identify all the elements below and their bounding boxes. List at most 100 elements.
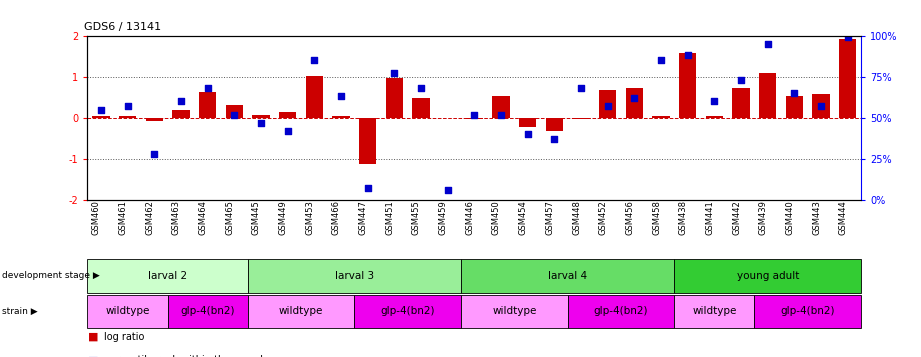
Bar	[87, 295, 168, 328]
Point	[146, 151, 161, 157]
Text: GSM454: GSM454	[519, 200, 528, 235]
Text: GSM462: GSM462	[146, 200, 154, 235]
Bar	[306, 76, 323, 118]
Bar	[567, 295, 674, 328]
Point	[93, 107, 108, 112]
Bar	[172, 110, 190, 118]
Bar	[754, 295, 861, 328]
Point	[600, 104, 615, 109]
Bar	[812, 94, 830, 118]
Text: GSM438: GSM438	[679, 200, 688, 235]
Point	[360, 186, 375, 191]
Text: GSM448: GSM448	[572, 200, 581, 235]
Text: larval 2: larval 2	[148, 271, 187, 281]
Point	[681, 52, 695, 58]
Point	[841, 35, 856, 40]
Point	[787, 90, 802, 96]
Point	[173, 99, 188, 104]
Bar	[732, 88, 750, 118]
Text: GSM459: GSM459	[438, 200, 448, 235]
Point	[520, 131, 535, 137]
Text: GSM447: GSM447	[358, 200, 367, 235]
Point	[414, 85, 428, 91]
Bar	[248, 295, 355, 328]
Text: log ratio: log ratio	[104, 332, 145, 342]
Text: GSM465: GSM465	[226, 200, 234, 235]
Text: GSM466: GSM466	[332, 200, 341, 235]
Bar	[545, 118, 563, 131]
Bar	[674, 295, 754, 328]
Text: GSM458: GSM458	[652, 200, 661, 235]
Point	[761, 41, 775, 47]
Point	[654, 57, 669, 63]
Text: GSM441: GSM441	[705, 200, 715, 235]
Bar	[705, 116, 723, 118]
Point	[707, 99, 722, 104]
Bar	[359, 118, 377, 164]
Text: glp-4(bn2): glp-4(bn2)	[780, 306, 835, 317]
Text: glp-4(bn2): glp-4(bn2)	[380, 306, 435, 317]
Text: GSM446: GSM446	[465, 200, 474, 235]
Point	[120, 104, 134, 109]
Bar	[674, 259, 861, 293]
Text: ■: ■	[87, 332, 98, 342]
Point	[253, 120, 268, 126]
Text: GSM452: GSM452	[599, 200, 608, 235]
Point	[333, 94, 348, 99]
Text: GSM439: GSM439	[759, 200, 768, 235]
Bar	[679, 53, 696, 118]
Bar	[355, 295, 461, 328]
Point	[280, 128, 295, 134]
Bar	[519, 118, 536, 127]
Text: GSM445: GSM445	[252, 200, 261, 235]
Text: GSM457: GSM457	[545, 200, 554, 235]
Text: development stage ▶: development stage ▶	[2, 271, 99, 280]
Text: young adult: young adult	[737, 271, 799, 281]
Point	[547, 136, 562, 142]
Bar	[461, 295, 567, 328]
Text: ■: ■	[87, 355, 98, 357]
Point	[814, 104, 829, 109]
Point	[387, 71, 402, 76]
Point	[227, 112, 241, 117]
Point	[307, 57, 321, 63]
Bar	[839, 39, 857, 118]
Bar	[87, 259, 248, 293]
Text: GDS6 / 13141: GDS6 / 13141	[84, 22, 161, 32]
Bar	[413, 98, 429, 118]
Point	[734, 77, 749, 83]
Bar	[119, 116, 136, 118]
Bar	[252, 115, 270, 118]
Bar	[248, 259, 461, 293]
Text: GSM460: GSM460	[92, 200, 100, 235]
Bar	[786, 96, 803, 118]
Bar	[572, 118, 589, 120]
Text: GSM461: GSM461	[119, 200, 127, 235]
Text: GSM456: GSM456	[625, 200, 635, 235]
Text: larval 3: larval 3	[334, 271, 374, 281]
Text: GSM443: GSM443	[812, 200, 822, 235]
Bar	[466, 118, 483, 120]
Text: GSM463: GSM463	[172, 200, 181, 235]
Text: wildtype: wildtype	[279, 306, 323, 317]
Text: percentile rank within the sample: percentile rank within the sample	[104, 355, 269, 357]
Bar	[332, 116, 350, 118]
Bar	[599, 90, 616, 118]
Text: GSM453: GSM453	[305, 200, 314, 235]
Text: GSM440: GSM440	[786, 200, 795, 235]
Text: glp-4(bn2): glp-4(bn2)	[181, 306, 235, 317]
Bar	[168, 295, 248, 328]
Bar	[226, 105, 243, 118]
Text: wildtype: wildtype	[105, 306, 150, 317]
Bar	[625, 88, 643, 118]
Text: wildtype: wildtype	[693, 306, 737, 317]
Bar	[386, 77, 403, 118]
Bar	[92, 116, 110, 118]
Text: GSM449: GSM449	[278, 200, 287, 235]
Point	[494, 112, 508, 117]
Text: glp-4(bn2): glp-4(bn2)	[594, 306, 648, 317]
Text: GSM450: GSM450	[492, 200, 501, 235]
Point	[467, 112, 482, 117]
Text: larval 4: larval 4	[548, 271, 588, 281]
Point	[440, 187, 455, 193]
